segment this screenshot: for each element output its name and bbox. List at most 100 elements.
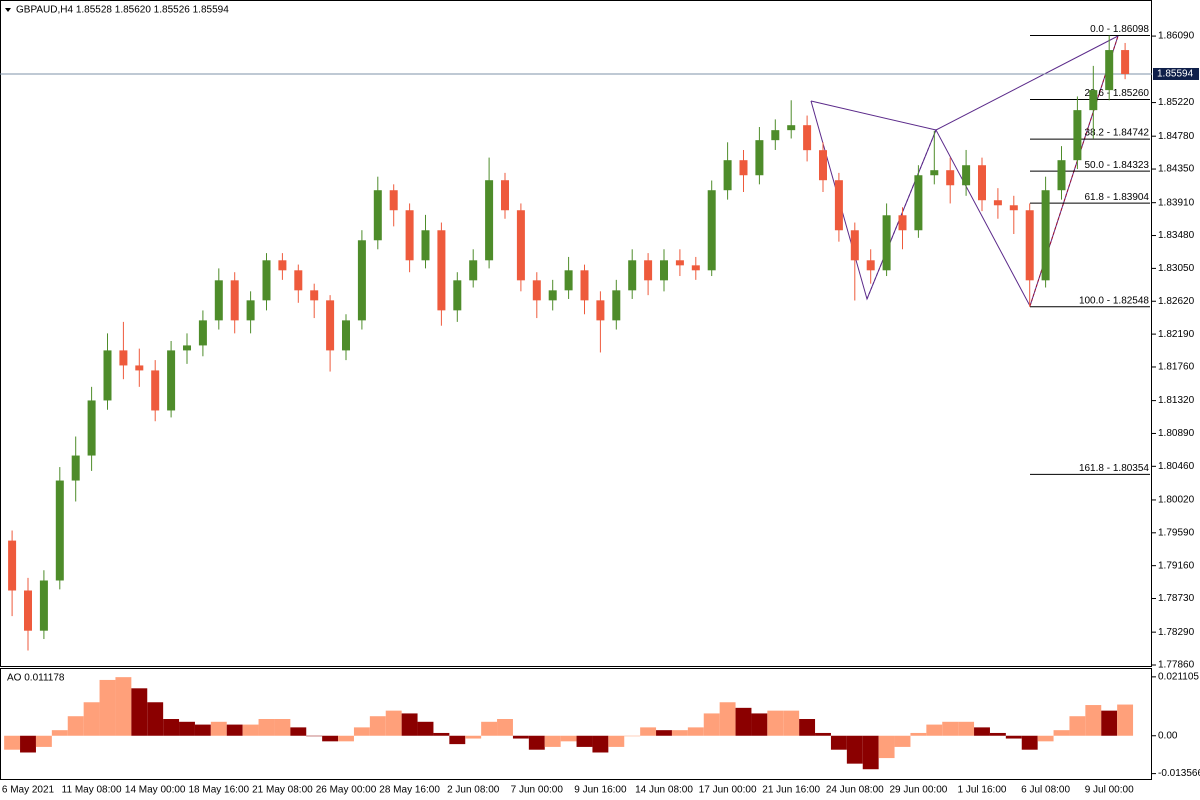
ao-bar (910, 732, 927, 736)
candle-body (198, 320, 207, 346)
candle-body (1025, 210, 1034, 281)
ao-bar (20, 735, 36, 753)
candle-body (803, 125, 812, 151)
candle-body (214, 280, 223, 321)
ao-bar (385, 710, 402, 736)
candle-body (628, 260, 637, 291)
candle-body (834, 180, 843, 231)
ao-bar (242, 724, 259, 736)
y-tick-label: 1.83910 (1158, 197, 1195, 208)
fib-label: 161.8 - 1.80354 (1079, 463, 1149, 474)
y-tick-label: 1.84780 (1158, 131, 1195, 142)
y-tick-label: 1.85220 (1158, 97, 1195, 108)
ao-bar (338, 735, 354, 742)
candle-body (167, 350, 176, 411)
ao-bar (99, 679, 116, 736)
candle-body (87, 400, 96, 456)
ao-bar (846, 735, 863, 764)
candle-body (978, 165, 986, 201)
ao-bar (481, 721, 498, 736)
ao-bar (401, 713, 418, 736)
fib-label: 61.8 - 1.83904 (1085, 192, 1150, 203)
ao-bar (830, 735, 847, 750)
candle-body (866, 260, 875, 271)
x-tick-label: 26 May 00:00 (316, 785, 377, 796)
x-tick-label: 18 May 16:00 (188, 785, 249, 796)
candle-body (8, 540, 17, 591)
candle-body (1057, 160, 1066, 191)
x-tick-label: 28 May 16:00 (379, 785, 440, 796)
ao-bar (783, 710, 800, 736)
candle-body (389, 190, 398, 211)
fib-label: 38.2 - 1.84742 (1085, 128, 1150, 139)
x-tick-label: 7 Jun 00:00 (511, 785, 564, 796)
candle-body (771, 130, 780, 141)
x-tick-label: 24 Jun 08:00 (826, 785, 884, 796)
ao-bar (687, 727, 704, 736)
chart-title: GBPAUD,H4 1.85528 1.85620 1.85526 1.8559… (16, 5, 229, 16)
main-pane (0, 0, 1152, 667)
candle-body (485, 180, 494, 261)
y-tick-label: 0.00 (1158, 730, 1178, 741)
candle-body (342, 320, 350, 351)
ao-bar (210, 721, 227, 736)
candle-body (914, 175, 923, 231)
y-tick-label: -0.013566 (1158, 768, 1200, 779)
x-tick-label: 14 May 00:00 (125, 785, 186, 796)
ao-bar (799, 719, 816, 736)
ao-bar (497, 719, 513, 736)
y-tick-label: 1.79590 (1158, 527, 1195, 538)
y-tick-label: 1.77860 (1158, 660, 1195, 671)
candle-body (262, 260, 271, 301)
ao-bar (1053, 730, 1070, 736)
y-tick-label: 1.83050 (1158, 263, 1195, 274)
y-tick-label: 0.021105 (1158, 671, 1199, 682)
ao-bar (703, 713, 720, 736)
candle-body (1009, 205, 1018, 211)
y-tick-label: 1.78290 (1158, 627, 1195, 638)
ao-bar (624, 735, 641, 737)
ao-bar (433, 732, 450, 736)
x-tick-label: 21 May 08:00 (252, 785, 313, 796)
candle-body (580, 270, 589, 301)
candle-body (469, 260, 478, 281)
candle-body (564, 270, 573, 291)
candle-body (644, 260, 653, 281)
candle-body (421, 230, 430, 261)
x-tick-label: 2 Jun 08:00 (447, 785, 500, 796)
ao-bar (1085, 705, 1102, 736)
y-tick-label: 1.79160 (1158, 560, 1195, 571)
candle-body (755, 140, 764, 176)
candle-body (373, 190, 382, 241)
candle-body (183, 345, 191, 351)
candle-body (739, 160, 748, 176)
ao-bar (989, 732, 1006, 736)
ao-bar (671, 730, 688, 736)
candle-body (850, 230, 859, 261)
ao-bar (353, 727, 370, 736)
candle-body (437, 230, 446, 311)
ao-bar (1117, 704, 1134, 736)
y-tick-label: 1.80890 (1158, 428, 1195, 439)
ao-bar (306, 735, 323, 737)
last-price-label: 1.85594 (1157, 69, 1194, 80)
candle-body (453, 280, 462, 311)
pattern-line (810, 100, 937, 131)
ao-bar (608, 735, 625, 747)
ao-bar (274, 719, 291, 736)
candle-body (548, 290, 557, 301)
candle-body (294, 270, 303, 291)
x-tick-label: 29 Jun 00:00 (889, 785, 947, 796)
ao-bar (322, 735, 339, 742)
last-price-box (1153, 67, 1199, 80)
fib-label: 23.6 - 1.85260 (1085, 88, 1150, 99)
menu-arrow[interactable] (5, 8, 11, 12)
y-tick-label: 1.81760 (1158, 362, 1195, 373)
ao-bar (735, 707, 752, 736)
candle-body (516, 210, 525, 281)
ao-bar (83, 702, 100, 736)
x-tick-label: 21 Jun 16:00 (762, 785, 820, 796)
ao-bar (258, 719, 275, 736)
ao-bar (878, 735, 895, 759)
candle-body (310, 290, 319, 301)
